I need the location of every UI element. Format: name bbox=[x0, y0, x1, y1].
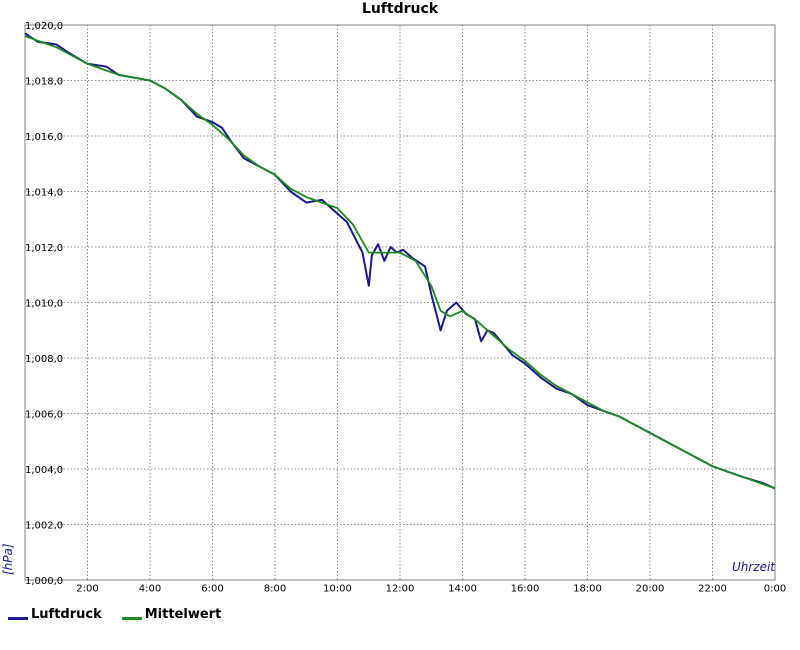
x-tick-label: 14:00 bbox=[448, 584, 477, 595]
legend-label-luftdruck: Luftdruck bbox=[31, 607, 102, 622]
y-tick-label: 1,002,0 bbox=[25, 521, 63, 532]
legend-item-mittelwert: Mittelwert bbox=[121, 607, 222, 622]
y-tick-label: 1,006,0 bbox=[25, 410, 63, 421]
x-tick-label: 6:00 bbox=[201, 584, 223, 595]
x-tick-label: 12:00 bbox=[386, 584, 415, 595]
x-tick-label: 18:00 bbox=[573, 584, 602, 595]
y-tick-label: 1,014,0 bbox=[25, 188, 63, 199]
series-lines bbox=[24, 32, 776, 490]
x-tick-label: 16:00 bbox=[511, 584, 540, 595]
x-tick-label: 4:00 bbox=[139, 584, 161, 595]
legend-label-mittelwert: Mittelwert bbox=[144, 607, 222, 622]
x-tick-label: 20:00 bbox=[636, 584, 665, 595]
y-tick-label: 1,018,0 bbox=[25, 77, 63, 88]
y-tick-label: 1,020,0 bbox=[25, 21, 63, 32]
y-tick-labels: 1,000,0 1,002,0 1,004,0 1,006,0 1,008,0 1,010… bbox=[25, 21, 63, 587]
x-axis-label: Uhrzeit bbox=[732, 560, 776, 574]
legend-swatch-mittelwert bbox=[121, 617, 142, 620]
y-tick-label: 1,010,0 bbox=[25, 299, 63, 310]
y-tick-label: 1,004,0 bbox=[25, 465, 63, 476]
x-tick-label: 10:00 bbox=[323, 584, 352, 595]
legend-swatch-luftdruck bbox=[8, 617, 28, 620]
x-tick-label: 8:00 bbox=[264, 584, 286, 595]
series-line-mittelwert bbox=[24, 35, 776, 490]
y-axis-label: [hPa] bbox=[1, 543, 15, 575]
legend-item-luftdruck: Luftdruck bbox=[8, 607, 102, 622]
x-tick-label: 2:00 bbox=[76, 584, 98, 595]
x-tick-label: 22:00 bbox=[698, 584, 727, 595]
x-tick-labels: 2:00 4:00 6:00 8:00 10:00 12:00 14:00 16:00 18:0… bbox=[76, 584, 786, 595]
grid bbox=[24, 24, 776, 581]
x-tick-label: 0:00 bbox=[764, 584, 786, 595]
y-tick-label: 1,000,0 bbox=[25, 576, 63, 587]
y-tick-label: 1,012,0 bbox=[25, 243, 63, 254]
y-tick-label: 1,008,0 bbox=[25, 354, 63, 365]
chart-title: Luftdruck bbox=[362, 1, 439, 17]
y-tick-label: 1,016,0 bbox=[25, 132, 63, 143]
legend: Luftdruck Mittelwert bbox=[8, 607, 221, 622]
